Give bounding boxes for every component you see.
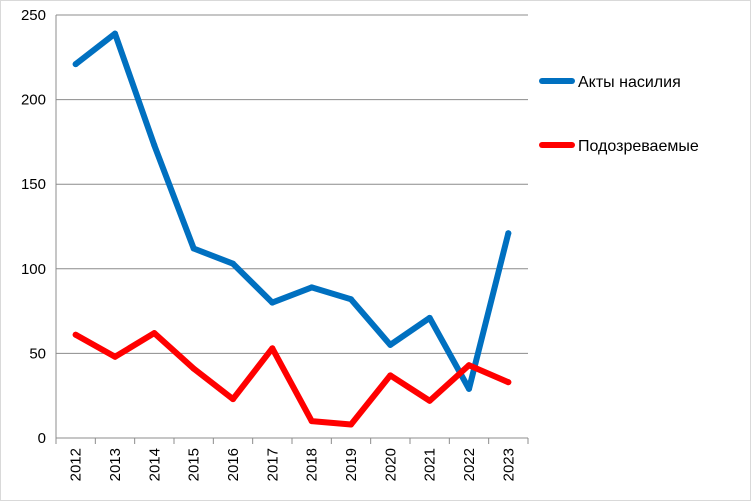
x-tick-label: 2014 [146,448,163,481]
data-point [505,379,512,386]
x-tick-label: 2018 [304,448,321,481]
data-point [112,353,118,360]
data-point [151,330,158,337]
legend: Акты насилия Подозреваемые [539,74,699,155]
x-tick-label: 2023 [500,448,517,481]
x-tick-label: 2022 [461,448,478,481]
data-point [387,341,394,348]
data-point [112,30,118,37]
x-tick-label: 2020 [382,448,399,481]
data-point [72,331,79,338]
data-point [72,61,79,68]
series-line-1 [72,330,512,428]
y-tick-label: 150 [21,176,46,193]
data-point [387,372,394,379]
x-tick-label: 2016 [225,448,242,481]
data-point [348,421,354,428]
x-tick-label: 2021 [422,448,439,481]
data-point [230,396,236,403]
data-point [269,299,276,306]
data-point [308,418,315,425]
data-point [151,142,158,149]
data-point [308,284,315,291]
legend-label: Акты насилия [578,74,681,91]
y-axis-ticks: 0 50 100 150 200 250 [21,7,46,447]
x-tick-label: 2013 [107,448,124,481]
data-point [190,365,197,372]
legend-label: Подозреваемые [578,138,699,155]
data-point [230,260,236,267]
y-tick-label: 100 [21,261,46,278]
x-tick-label: 2019 [343,448,360,481]
data-point [426,397,433,404]
x-axis-ticks: 2012 2013 2014 2015 2016 2017 2018 2019 2020 2021… [68,448,518,481]
x-tick-label: 2012 [68,448,85,481]
y-tick-label: 250 [21,7,46,24]
data-point [269,345,276,352]
x-tick-label: 2015 [186,448,203,481]
series-line-0 [72,30,512,392]
data-point [466,362,472,369]
data-point [348,296,354,303]
x-tick-label: 2017 [264,448,281,481]
series-lines [72,30,512,428]
y-tick-label: 200 [21,92,46,109]
axes [55,15,529,444]
y-tick-label: 0 [38,430,46,447]
data-point [426,314,433,321]
data-point [466,385,472,392]
y-tick-label: 50 [29,345,46,362]
data-point [505,230,512,237]
data-point [190,245,197,252]
